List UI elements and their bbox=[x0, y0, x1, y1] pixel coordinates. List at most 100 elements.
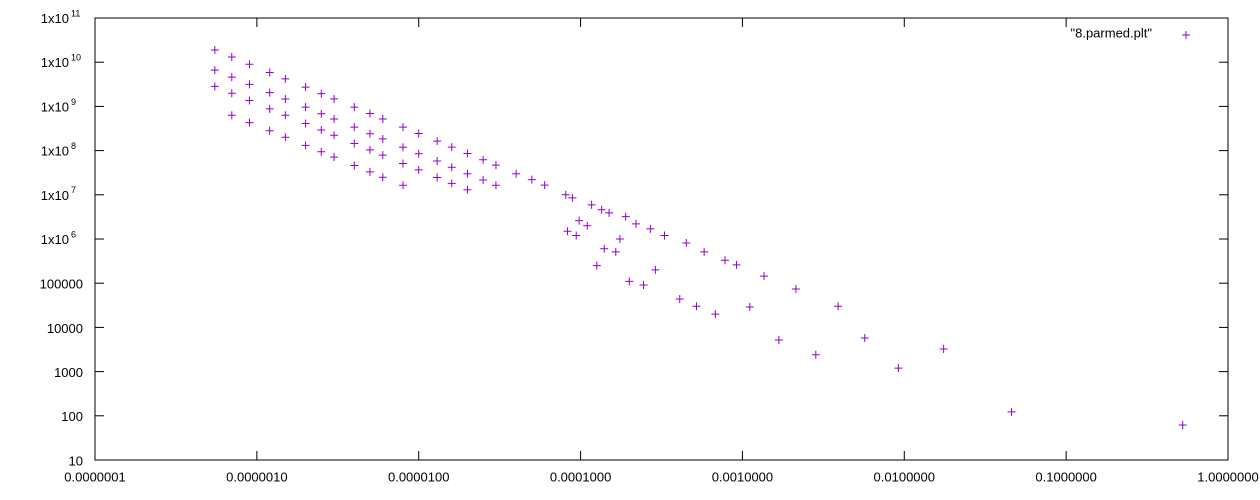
point bbox=[587, 200, 596, 209]
point bbox=[563, 227, 572, 236]
point bbox=[568, 193, 577, 202]
point bbox=[378, 114, 387, 123]
point bbox=[540, 181, 549, 190]
y-tick-label: 1x10 bbox=[41, 144, 69, 159]
point bbox=[433, 173, 442, 182]
x-tick-label: 0.0001000 bbox=[550, 469, 611, 484]
point bbox=[583, 221, 592, 230]
y-tick-label-exponent: 6 bbox=[71, 229, 76, 239]
point bbox=[350, 103, 359, 112]
legend-label: "8.parmed.plt" bbox=[1071, 25, 1153, 40]
point bbox=[660, 231, 669, 240]
point bbox=[774, 335, 783, 344]
point bbox=[265, 104, 274, 113]
point bbox=[745, 302, 754, 311]
point bbox=[527, 175, 536, 184]
point bbox=[399, 123, 408, 132]
point bbox=[265, 126, 274, 135]
point bbox=[605, 208, 614, 217]
point bbox=[330, 114, 339, 123]
y-tick-label: 100 bbox=[61, 409, 83, 424]
point bbox=[463, 149, 472, 158]
y-tick-label-base: 1x10 bbox=[41, 188, 69, 203]
point bbox=[433, 137, 442, 146]
point bbox=[791, 284, 800, 293]
point bbox=[245, 96, 254, 105]
point bbox=[210, 82, 219, 91]
y-tick-label: 10000 bbox=[47, 321, 83, 336]
point bbox=[399, 181, 408, 190]
y-tick-label: 1x10 bbox=[41, 232, 69, 247]
point bbox=[245, 80, 254, 89]
point bbox=[646, 224, 655, 233]
x-tick-label: 0.0000001 bbox=[64, 469, 125, 484]
point bbox=[625, 277, 634, 286]
point bbox=[210, 45, 219, 54]
y-tick-label-base: 1x10 bbox=[41, 232, 69, 247]
point bbox=[894, 364, 903, 373]
y-tick-label: 1x10 bbox=[41, 11, 69, 26]
legend: "8.parmed.plt" bbox=[1071, 25, 1190, 40]
point bbox=[631, 219, 640, 228]
point bbox=[433, 157, 442, 166]
y-tick-label-exponent: 8 bbox=[71, 141, 76, 151]
point bbox=[350, 123, 359, 132]
point bbox=[227, 53, 236, 62]
point bbox=[639, 281, 648, 290]
point bbox=[732, 260, 741, 269]
point bbox=[281, 133, 290, 142]
point bbox=[760, 272, 769, 281]
y-tick-label-base: 1x10 bbox=[41, 56, 69, 71]
point bbox=[301, 141, 310, 150]
y-tick-label: 1x10 bbox=[41, 56, 69, 71]
point bbox=[281, 74, 290, 83]
y-tick-label-exponent: 7 bbox=[71, 185, 76, 195]
point bbox=[330, 153, 339, 162]
point bbox=[227, 89, 236, 98]
point bbox=[1007, 407, 1016, 416]
plot-frame bbox=[94, 17, 1229, 461]
point bbox=[245, 60, 254, 69]
point bbox=[365, 129, 374, 138]
point bbox=[939, 344, 948, 353]
point bbox=[414, 149, 423, 158]
point bbox=[317, 109, 326, 118]
x-tick-label: 0.1000000 bbox=[1035, 469, 1096, 484]
point bbox=[210, 66, 219, 75]
y-tick-label: 1000 bbox=[54, 365, 83, 380]
point bbox=[600, 244, 609, 253]
point bbox=[561, 190, 570, 199]
point bbox=[265, 68, 274, 77]
point bbox=[414, 165, 423, 174]
point bbox=[265, 88, 274, 97]
point bbox=[463, 169, 472, 178]
point bbox=[447, 179, 456, 188]
y-tick-label: 100000 bbox=[40, 277, 83, 292]
legend-marker bbox=[1182, 31, 1190, 39]
point bbox=[575, 216, 584, 225]
point bbox=[592, 261, 601, 270]
point bbox=[301, 83, 310, 92]
y-tick-label-base: 1x10 bbox=[41, 144, 69, 159]
point bbox=[245, 118, 254, 127]
point bbox=[720, 256, 729, 265]
x-tick-label: 0.0100000 bbox=[874, 469, 935, 484]
point bbox=[700, 247, 709, 256]
y-tick-label: 10 bbox=[69, 453, 83, 468]
x-tick-label: 0.0000100 bbox=[388, 469, 449, 484]
point bbox=[350, 161, 359, 170]
point bbox=[414, 129, 423, 138]
point bbox=[463, 185, 472, 194]
x-tick-label: 0.0000010 bbox=[226, 469, 287, 484]
point bbox=[227, 73, 236, 82]
point bbox=[227, 111, 236, 120]
point bbox=[611, 247, 620, 256]
point bbox=[597, 205, 606, 214]
point bbox=[350, 139, 359, 148]
point bbox=[378, 151, 387, 160]
point bbox=[330, 94, 339, 103]
point bbox=[317, 125, 326, 134]
point bbox=[479, 176, 488, 185]
point bbox=[365, 167, 374, 176]
y-tick-label-exponent: 9 bbox=[71, 97, 76, 107]
